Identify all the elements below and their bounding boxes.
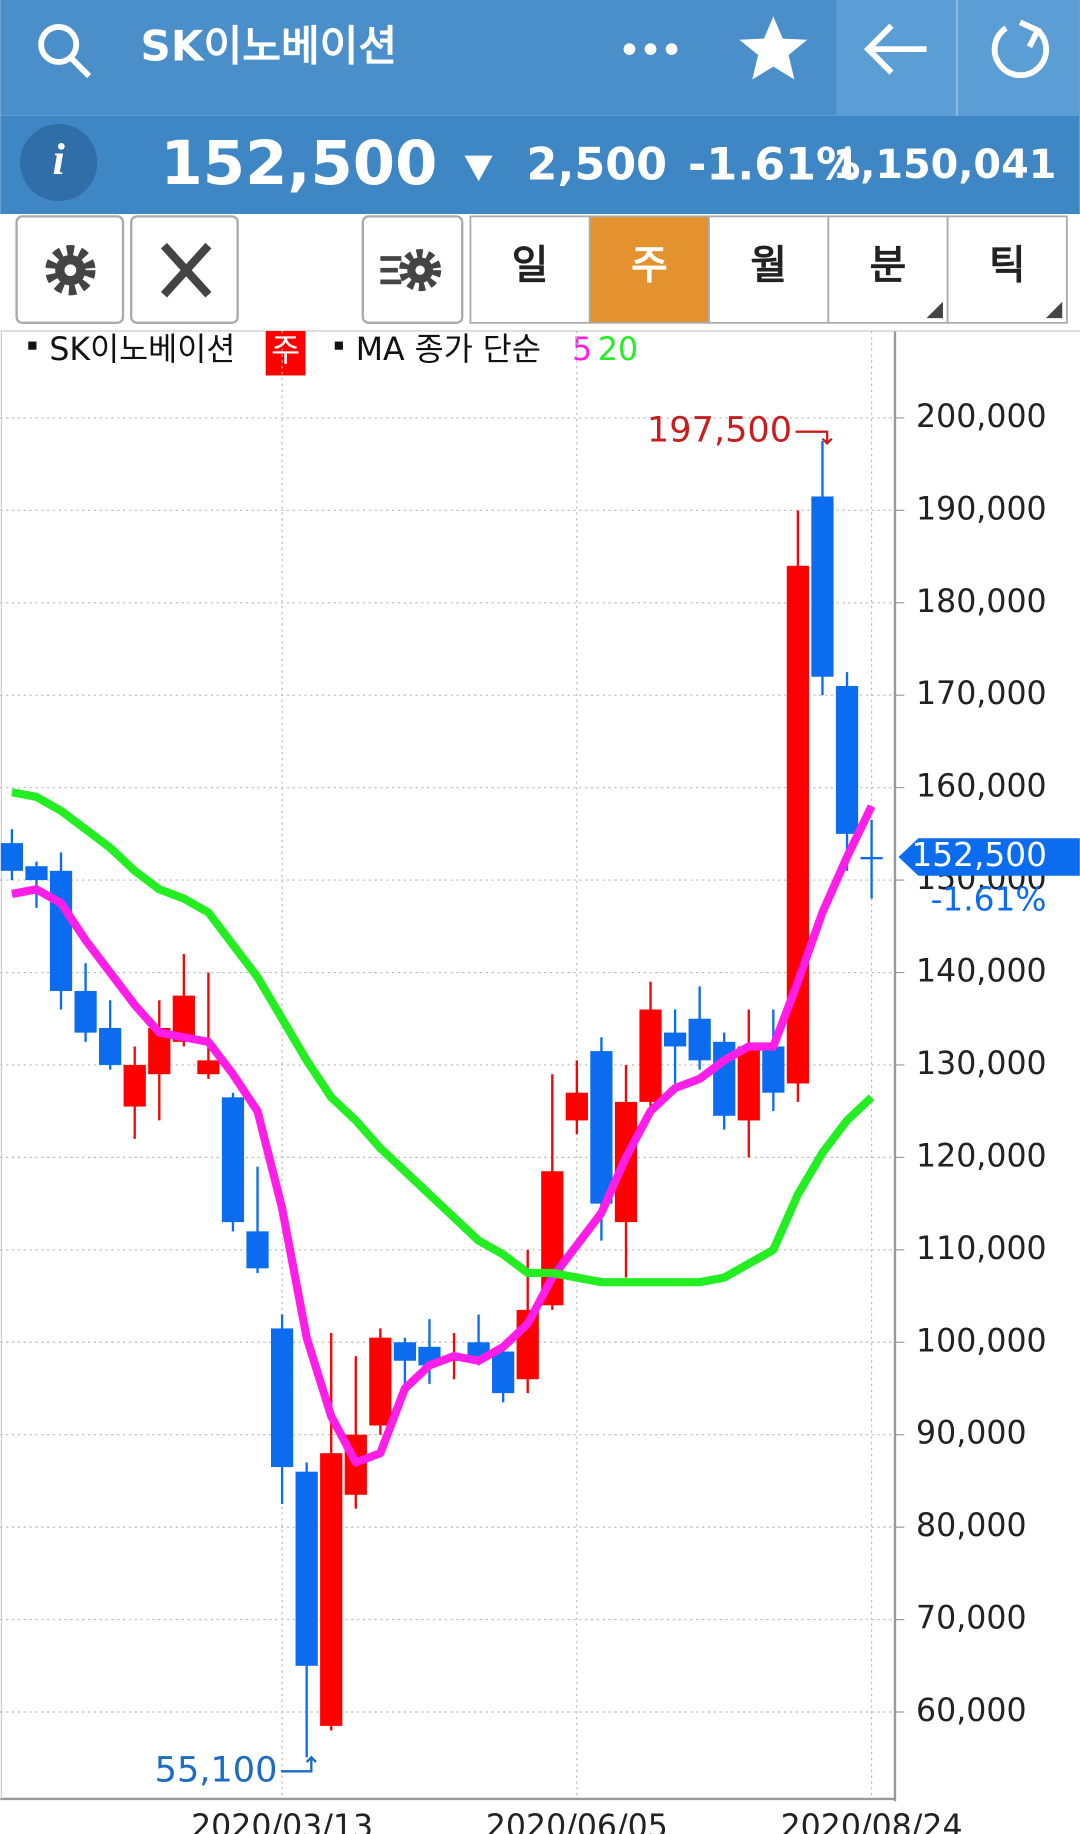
down-triangle <box>464 155 493 182</box>
candle-body <box>270 1328 294 1468</box>
candle-body <box>762 1046 785 1093</box>
legend-ma5: 5 <box>572 332 592 368</box>
candle-body <box>221 1097 245 1223</box>
info-text: i <box>53 134 66 184</box>
candle-body <box>0 843 24 871</box>
candle-body <box>663 1032 687 1047</box>
legend-badge <box>265 331 306 376</box>
min-marker-arrow <box>280 1755 317 1773</box>
tab-label: 월 <box>750 242 787 288</box>
y-tick-label: 170,000 <box>916 676 1047 712</box>
candle-body <box>295 1471 318 1666</box>
y-tick-label: 90,000 <box>916 1416 1027 1452</box>
tab[interactable] <box>708 215 830 324</box>
candle-body <box>688 1018 711 1061</box>
candle-body <box>835 685 859 834</box>
y-tick-label: 110,000 <box>916 1231 1047 1267</box>
y-tick-label: 100,000 <box>916 1323 1047 1359</box>
candle-body <box>492 1351 515 1394</box>
y-tick-label: 80,000 <box>916 1508 1027 1544</box>
y-tick-label: 180,000 <box>916 584 1047 620</box>
refresh-icon[interactable] <box>991 19 1050 79</box>
tab-label: 틱 <box>989 242 1026 288</box>
last-price-tag <box>898 838 1080 876</box>
tab-corner <box>1045 301 1063 319</box>
legend-name: SK이노베이션 <box>49 332 235 368</box>
candle-body <box>172 995 195 1042</box>
y-tick-label: 70,000 <box>916 1601 1027 1637</box>
legend-ma: MA 종가 단순 <box>356 332 541 368</box>
candle-body <box>860 856 883 860</box>
candle-body <box>197 1060 220 1075</box>
x-tick-label: 2020/06/05 <box>486 1809 668 1834</box>
candle-body <box>393 1342 417 1361</box>
y-tick-label: 140,000 <box>916 954 1047 990</box>
max-marker-label: 197,500 <box>647 410 792 451</box>
candle-body <box>320 1453 343 1726</box>
candle-body <box>369 1337 392 1426</box>
tab-label: 분 <box>870 242 907 288</box>
tab[interactable] <box>946 215 1068 324</box>
candle-body <box>99 1027 122 1065</box>
legend-bullet <box>334 341 343 350</box>
change-pct: -1.61% <box>688 139 861 190</box>
tab[interactable] <box>469 215 591 324</box>
y-tick-label: 200,000 <box>916 399 1047 435</box>
legend-period: 주 <box>271 333 300 369</box>
y-tick-label: 120,000 <box>916 1138 1047 1174</box>
volume: 1,150,041 <box>833 142 1057 188</box>
tab-label: 주 <box>631 242 668 288</box>
candle-body <box>737 1046 760 1121</box>
price: 152,500 <box>160 129 437 199</box>
candle-body <box>590 1051 613 1204</box>
candle-body <box>639 1009 662 1102</box>
tab[interactable] <box>588 215 710 324</box>
y-tick-label: 60,000 <box>916 1693 1027 1729</box>
candle-body <box>565 1092 588 1121</box>
candle-body <box>74 991 97 1033</box>
settings-button[interactable] <box>15 215 125 324</box>
candle-body <box>123 1064 146 1107</box>
last-change-label: -1.61% <box>931 880 1047 918</box>
min-marker-label: 55,100 <box>155 1749 278 1790</box>
star-icon[interactable] <box>739 16 808 80</box>
tab-corner <box>926 301 943 319</box>
y-tick-label: 130,000 <box>916 1046 1047 1082</box>
info-button[interactable] <box>20 123 98 202</box>
tools-button[interactable] <box>130 215 239 324</box>
y-tick-label: 160,000 <box>916 769 1047 805</box>
header-title: SK이노베이션 <box>141 22 398 71</box>
last-price-label: 152,500 <box>911 836 1046 874</box>
x-tick-label: 2020/03/13 <box>191 1809 373 1834</box>
candle-body <box>148 1027 171 1075</box>
search-icon[interactable] <box>38 23 92 79</box>
candle-body <box>467 1342 490 1357</box>
indicator-button[interactable] <box>361 215 464 324</box>
ma-line <box>11 804 876 1467</box>
change: 2,500 <box>527 139 668 190</box>
legend-bullet <box>28 341 37 350</box>
tab-label: 일 <box>512 242 549 288</box>
more-icon[interactable] <box>623 43 678 55</box>
max-marker-arrow <box>795 430 833 446</box>
back-icon[interactable] <box>863 23 927 75</box>
candle-body <box>25 866 48 881</box>
tab[interactable] <box>827 215 949 324</box>
candle-body <box>811 496 834 677</box>
quote-bar <box>0 115 1080 215</box>
y-tick-label: 190,000 <box>916 491 1047 527</box>
candle-body <box>246 1231 269 1269</box>
x-tick-label: 2020/08/24 <box>781 1809 963 1834</box>
candle-body <box>49 870 73 992</box>
legend-ma20: 20 <box>598 332 638 368</box>
ma-line <box>11 788 875 1287</box>
